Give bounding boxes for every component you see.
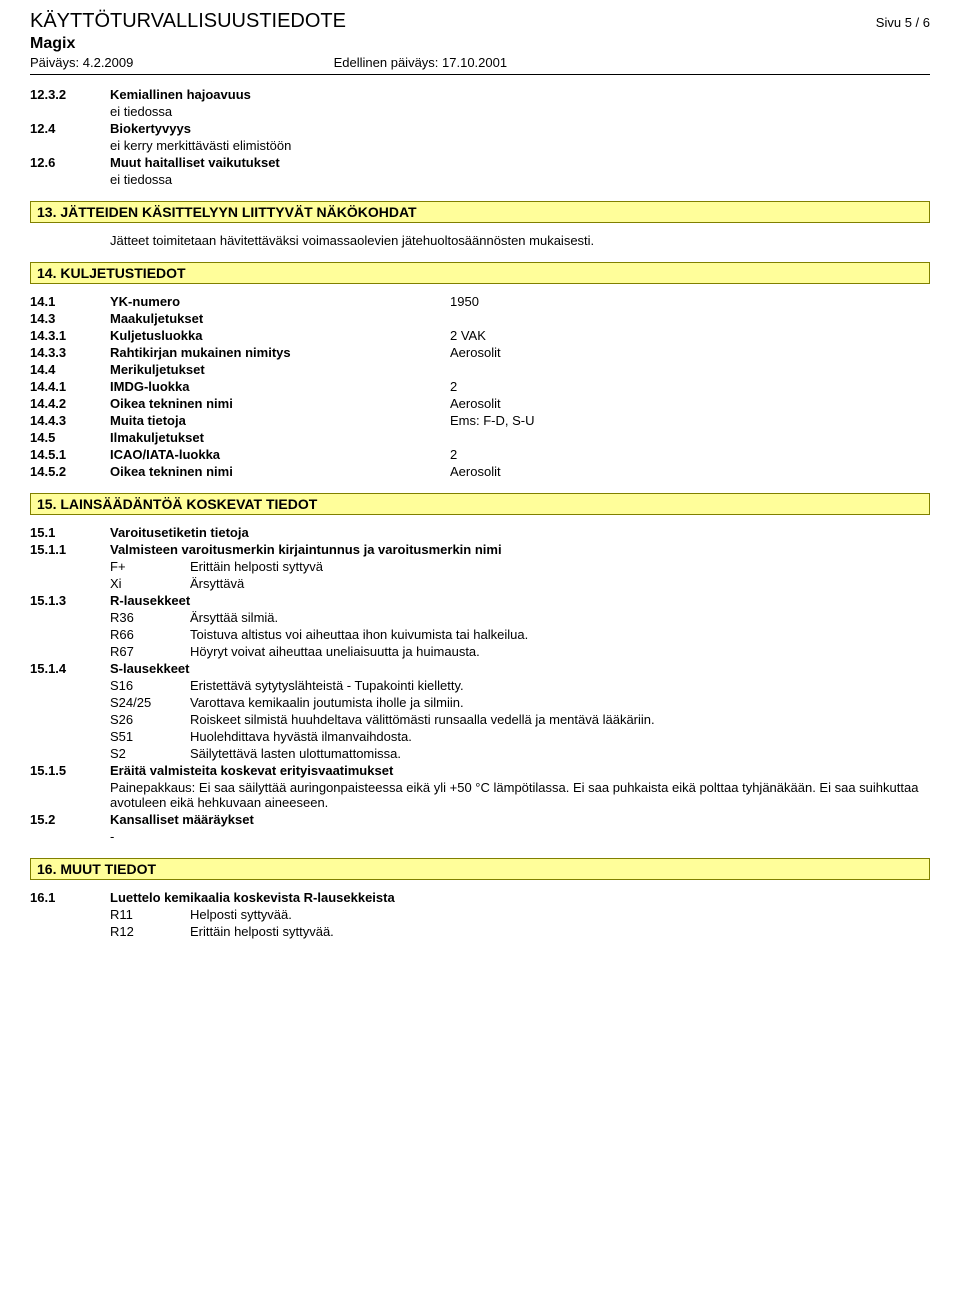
row-num: 14.4 <box>30 362 110 377</box>
sub-key: S51 <box>110 729 190 744</box>
row-value: 1950 <box>450 294 930 309</box>
section-14-title: 14. KULJETUSTIEDOT <box>30 262 930 284</box>
row-label: ICAO/IATA-luokka <box>110 447 450 462</box>
row-value <box>450 362 930 377</box>
row-label: Kansalliset määräykset <box>110 812 450 827</box>
sub-key: R11 <box>110 907 190 922</box>
row-label: Muut haitalliset vaikutukset <box>110 155 450 170</box>
row-value: 2 VAK <box>450 328 930 343</box>
row-num: 15.1.4 <box>30 661 110 676</box>
row-label: Merikuljetukset <box>110 362 450 377</box>
row-num: 14.5 <box>30 430 110 445</box>
row-num: 14.5.2 <box>30 464 110 479</box>
row-num: 15.1 <box>30 525 110 540</box>
row-label: Luettelo kemikaalia koskevista R-lausekk… <box>110 890 930 905</box>
row-subtext: ei tiedossa <box>110 172 450 187</box>
header-divider <box>30 74 930 75</box>
row-num: 14.3 <box>30 311 110 326</box>
sub-key: S26 <box>110 712 190 727</box>
row-label: Kuljetusluokka <box>110 328 450 343</box>
sub-value: Höyryt voivat aiheuttaa uneliaisuutta ja… <box>190 644 930 659</box>
row-text: Painepakkaus: Ei saa säilyttää auringonp… <box>110 780 930 810</box>
row-label: Ilmakuljetukset <box>110 430 450 445</box>
sub-key: R12 <box>110 924 190 939</box>
row-label: Eräitä valmisteita koskevat erityisvaati… <box>110 763 930 778</box>
row-num: 12.6 <box>30 155 110 170</box>
sub-key: R36 <box>110 610 190 625</box>
row-num: 15.1.1 <box>30 542 110 557</box>
sub-value: Ärsyttävä <box>190 576 930 591</box>
row-subtext: ei tiedossa <box>110 104 450 119</box>
doc-title: KÄYTTÖTURVALLISUUSTIEDOTE <box>30 10 346 33</box>
sub-value: Säilytettävä lasten ulottumattomissa. <box>190 746 930 761</box>
row-label: IMDG-luokka <box>110 379 450 394</box>
row-num: 14.4.2 <box>30 396 110 411</box>
sub-key: S24/25 <box>110 695 190 710</box>
row-value: 2 <box>450 379 930 394</box>
row-num: 16.1 <box>30 890 110 905</box>
row-num: 14.3.1 <box>30 328 110 343</box>
sub-key: R67 <box>110 644 190 659</box>
row-label: YK-numero <box>110 294 450 309</box>
sub-value: Varottava kemikaalin joutumista iholle j… <box>190 695 930 710</box>
sub-key: S16 <box>110 678 190 693</box>
section-15-title: 15. LAINSÄÄDÄNTÖÄ KOSKEVAT TIEDOT <box>30 493 930 515</box>
date-previous: Edellinen päiväys: 17.10.2001 <box>334 55 507 70</box>
row-value: Aerosolit <box>450 464 930 479</box>
row-label: R-lausekkeet <box>110 593 450 608</box>
row-label: Maakuljetukset <box>110 311 450 326</box>
sub-key: R66 <box>110 627 190 642</box>
row-label: S-lausekkeet <box>110 661 450 676</box>
sub-value: Toistuva altistus voi aiheuttaa ihon kui… <box>190 627 930 642</box>
row-value: 2 <box>450 447 930 462</box>
date-current: Päiväys: 4.2.2009 <box>30 55 330 70</box>
row-value: Aerosolit <box>450 396 930 411</box>
row-value: Ems: F-D, S-U <box>450 413 930 428</box>
sub-key: F+ <box>110 559 190 574</box>
sub-value: Eristettävä sytytyslähteistä - Tupakoint… <box>190 678 930 693</box>
row-label: Muita tietoja <box>110 413 450 428</box>
section-16-title: 16. MUUT TIEDOT <box>30 858 930 880</box>
row-num: 14.4.3 <box>30 413 110 428</box>
row-text: - <box>110 829 930 844</box>
row-label: Oikea tekninen nimi <box>110 396 450 411</box>
row-num: 15.2 <box>30 812 110 827</box>
row-num: 15.1.3 <box>30 593 110 608</box>
section-13-title: 13. JÄTTEIDEN KÄSITTELYYN LIITTYVÄT NÄKÖ… <box>30 201 930 223</box>
row-label: Valmisteen varoitusmerkin kirjaintunnus … <box>110 542 930 557</box>
row-value <box>450 430 930 445</box>
sub-value: Helposti syttyvää. <box>190 907 930 922</box>
section-13-text: Jätteet toimitetaan hävitettäväksi voima… <box>110 233 930 248</box>
row-num: 15.1.5 <box>30 763 110 778</box>
row-subtext: ei kerry merkittävästi elimistöön <box>110 138 450 153</box>
sub-value: Huolehdittava hyvästä ilmanvaihdosta. <box>190 729 930 744</box>
product-name: Magix <box>30 35 930 53</box>
row-num: 14.1 <box>30 294 110 309</box>
sub-value: Erittäin helposti syttyvä <box>190 559 930 574</box>
sub-value: Ärsyttää silmiä. <box>190 610 930 625</box>
row-label: Oikea tekninen nimi <box>110 464 450 479</box>
row-label: Biokertyvyys <box>110 121 450 136</box>
row-value <box>450 311 930 326</box>
sub-key: S2 <box>110 746 190 761</box>
row-value: Aerosolit <box>450 345 930 360</box>
row-num: 12.4 <box>30 121 110 136</box>
row-label: Kemiallinen hajoavuus <box>110 87 450 102</box>
sub-key: Xi <box>110 576 190 591</box>
row-label: Varoitusetiketin tietoja <box>110 525 450 540</box>
row-num: 12.3.2 <box>30 87 110 102</box>
row-num: 14.4.1 <box>30 379 110 394</box>
row-label: Rahtikirjan mukainen nimitys <box>110 345 450 360</box>
sub-value: Erittäin helposti syttyvää. <box>190 924 930 939</box>
sub-value: Roiskeet silmistä huuhdeltava välittömäs… <box>190 712 930 727</box>
row-num: 14.5.1 <box>30 447 110 462</box>
row-num: 14.3.3 <box>30 345 110 360</box>
page-indicator: Sivu 5 / 6 <box>876 15 930 30</box>
